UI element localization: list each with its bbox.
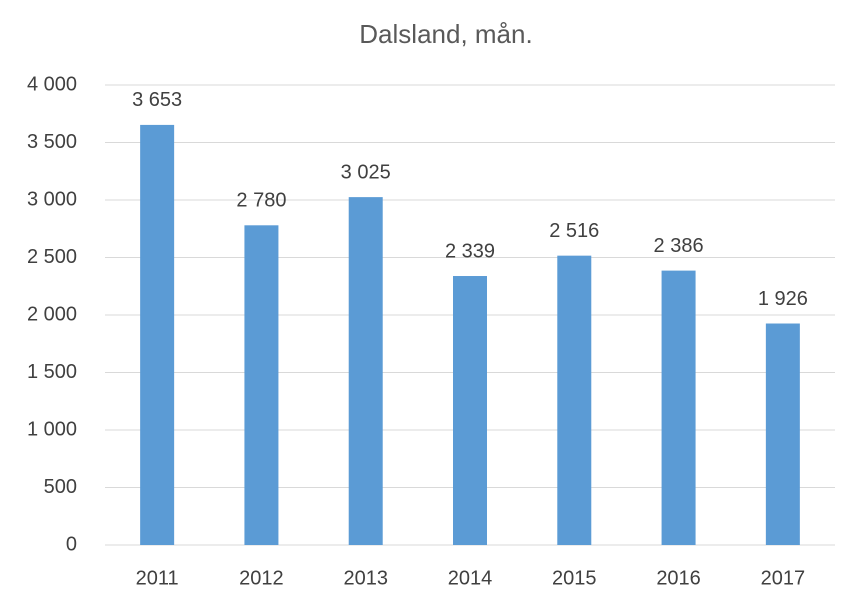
y-tick-label: 1 500 bbox=[27, 361, 77, 383]
y-tick-label: 1 000 bbox=[27, 418, 77, 440]
bar bbox=[661, 270, 696, 545]
y-tick-label: 500 bbox=[44, 476, 77, 498]
value-label: 2 780 bbox=[236, 190, 286, 212]
y-tick-label: 4 000 bbox=[27, 73, 77, 95]
x-tick-label: 2015 bbox=[552, 567, 597, 589]
x-tick-label: 2014 bbox=[448, 567, 493, 589]
y-tick-label: 2 000 bbox=[27, 303, 77, 325]
value-label: 2 386 bbox=[654, 235, 704, 257]
value-label: 3 653 bbox=[132, 89, 182, 111]
x-tick-label: 2017 bbox=[761, 567, 806, 589]
y-tick-label: 3 500 bbox=[27, 131, 77, 153]
y-tick-label: 2 500 bbox=[27, 246, 77, 268]
y-tick-label: 3 000 bbox=[27, 188, 77, 210]
x-tick-label: 2016 bbox=[656, 567, 701, 589]
chart-title: Dalsland, mån. bbox=[359, 19, 532, 49]
bar bbox=[348, 197, 383, 545]
x-tick-label: 2012 bbox=[239, 567, 284, 589]
value-label: 1 926 bbox=[758, 288, 808, 310]
value-label: 2 339 bbox=[445, 240, 495, 262]
bar bbox=[453, 276, 487, 545]
value-label: 2 516 bbox=[549, 220, 599, 242]
bar bbox=[140, 124, 175, 545]
value-label: 3 025 bbox=[341, 161, 391, 183]
bar bbox=[244, 225, 279, 546]
x-tick-label: 2013 bbox=[343, 567, 388, 589]
bar bbox=[765, 323, 800, 545]
x-tick-label: 2011 bbox=[136, 567, 179, 589]
bar bbox=[557, 255, 592, 545]
y-tick-label: 0 bbox=[66, 533, 77, 555]
